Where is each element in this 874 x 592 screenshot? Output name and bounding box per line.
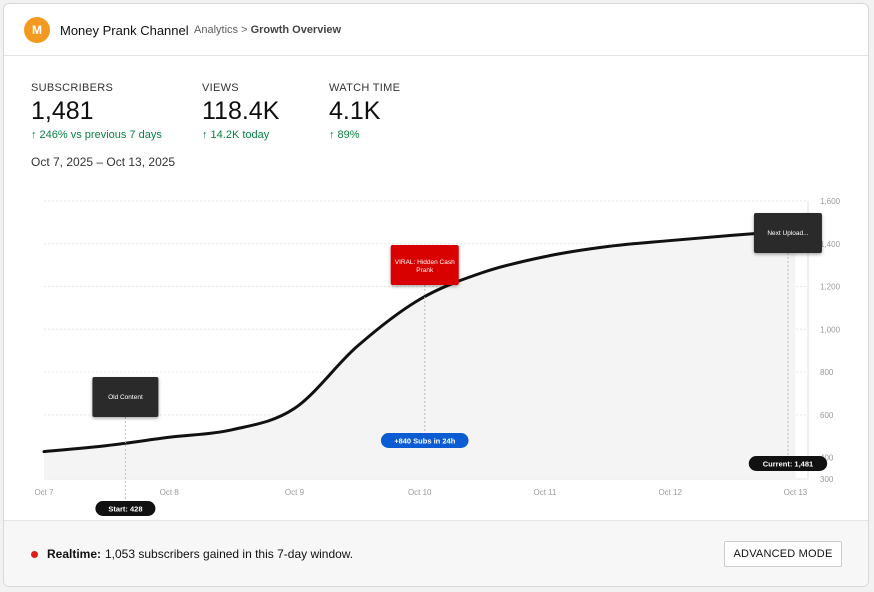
y-tick-label: 800: [820, 368, 834, 377]
subscriber-growth-chart: 300 400 600 800 1,000 1,200 1,400 1,600 Oct 7 Oct…: [34, 197, 841, 516]
x-tick-label: Oct 9: [285, 488, 305, 497]
y-tick-label: 400: [820, 454, 834, 463]
annotation-card: [753, 213, 822, 253]
channel-avatar[interactable]: M: [24, 17, 50, 43]
breadcrumb-growth-overview: Growth Overview: [250, 24, 342, 36]
date-range[interactable]: Oct 7, 2025 – Oct 13, 2025: [31, 155, 176, 169]
y-tick-label: 1,000: [820, 325, 841, 334]
x-tick-label: Oct 12: [658, 488, 682, 497]
x-tick-label: Oct 10: [408, 488, 432, 497]
metric-watch-time: WATCH TIME 4.1K ↑ 89%: [329, 82, 400, 141]
analytics-card: M Money Prank Channel Analytics > Growth…: [3, 3, 869, 587]
annotation-label: Prank: [416, 267, 434, 274]
breadcrumb-separator: >: [241, 24, 248, 36]
annotation-label: Next Upload...: [767, 230, 808, 237]
metric-delta: ↑ 246% vs previous 7 days: [31, 129, 162, 141]
metric-delta: ↑ 89%: [329, 129, 360, 141]
x-tick-label: Oct 11: [533, 488, 557, 497]
y-tick-label: 1,400: [820, 240, 841, 249]
annotation-badge: [95, 501, 156, 516]
annotation-badge: [748, 456, 828, 471]
metric-value: 118.4K: [202, 97, 280, 125]
annotation-label: Old Content: [108, 394, 143, 401]
realtime-dot: [31, 551, 38, 558]
breadcrumb: Analytics > Growth Overview: [194, 24, 341, 36]
metric-label: VIEWS: [202, 82, 239, 94]
y-tick-label: 600: [820, 411, 834, 420]
realtime-text: 1,053 subscribers gained in this 7-day w…: [105, 547, 354, 561]
metric-subscribers: SUBSCRIBERS 1,481 ↑ 246% vs previous 7 d…: [31, 82, 162, 141]
metric-label: SUBSCRIBERS: [31, 82, 114, 94]
breadcrumb-analytics[interactable]: Analytics: [194, 24, 239, 36]
annotation-label: VIRAL: Hidden Cash: [395, 259, 455, 266]
metric-value: 4.1K: [329, 97, 381, 125]
annotation-card: [390, 245, 459, 285]
x-tick-label: Oct 7: [34, 488, 54, 497]
annotation-badge-label: +840 Subs in 24h: [394, 437, 455, 446]
metric-views: VIEWS 118.4K ↑ 14.2K today: [202, 82, 279, 141]
header-bar: M Money Prank Channel Analytics > Growth…: [4, 4, 868, 56]
annotation-badge: [380, 433, 469, 448]
metric-value: 1,481: [31, 97, 94, 125]
channel-name[interactable]: Money Prank Channel: [60, 23, 189, 38]
metric-label: WATCH TIME: [329, 82, 401, 94]
area-fill: [44, 230, 796, 479]
metric-delta: ↑ 14.2K today: [202, 129, 270, 141]
annotation-badge-label: Start: 428: [108, 505, 142, 514]
footer-bar: Realtime: 1,053 subscribers gained in th…: [4, 520, 868, 586]
advanced-mode-button[interactable]: ADVANCED MODE: [724, 541, 842, 567]
annotation-badge-label: Current: 1,481: [763, 460, 813, 469]
y-tick-label: 1,600: [820, 197, 841, 206]
x-tick-label: Oct 13: [784, 488, 808, 497]
realtime-label: Realtime:: [47, 547, 102, 561]
subscriber-line: [42, 229, 797, 454]
x-tick-label: Oct 8: [160, 488, 180, 497]
y-tick-label: 1,200: [820, 283, 841, 292]
y-tick-label: 300: [820, 475, 834, 484]
annotation-card: [92, 377, 159, 417]
